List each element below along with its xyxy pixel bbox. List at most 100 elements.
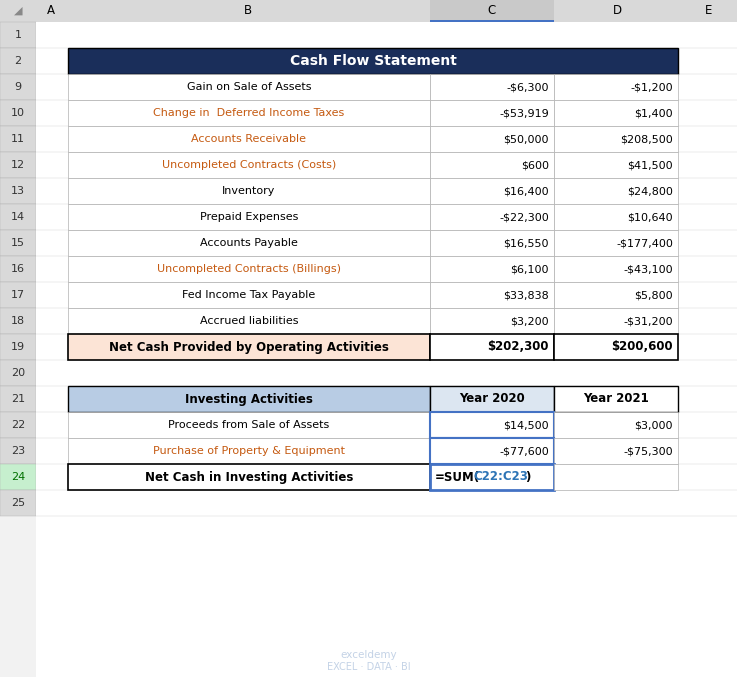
Bar — [0, 464, 36, 490]
Bar — [68, 334, 430, 360]
Bar — [0, 438, 36, 464]
Bar — [68, 464, 430, 490]
Bar — [430, 74, 554, 100]
Bar — [554, 204, 678, 230]
Text: Accounts Receivable: Accounts Receivable — [192, 134, 307, 144]
Text: 11: 11 — [11, 134, 25, 144]
Text: $24,800: $24,800 — [627, 186, 673, 196]
Text: -$75,300: -$75,300 — [624, 446, 673, 456]
Bar — [554, 386, 678, 412]
Text: $208,500: $208,500 — [621, 134, 673, 144]
Text: A: A — [47, 5, 55, 18]
Text: -$31,200: -$31,200 — [624, 316, 673, 326]
Text: 19: 19 — [11, 342, 25, 352]
Bar — [554, 438, 678, 464]
Text: 18: 18 — [11, 316, 25, 326]
Text: $6,100: $6,100 — [511, 264, 549, 274]
Bar — [554, 282, 678, 308]
Bar — [554, 412, 678, 438]
Text: -$1,200: -$1,200 — [630, 82, 673, 92]
Bar — [430, 230, 554, 256]
Text: =SUM(: =SUM( — [435, 471, 480, 483]
Text: 20: 20 — [11, 368, 25, 378]
Bar — [0, 100, 36, 126]
Text: $33,838: $33,838 — [503, 290, 549, 300]
Bar — [0, 334, 36, 360]
Text: Year 2021: Year 2021 — [583, 393, 649, 406]
Bar — [0, 412, 36, 438]
Text: $200,600: $200,600 — [612, 341, 673, 353]
Bar — [430, 256, 554, 282]
Text: Purchase of Property & Equipment: Purchase of Property & Equipment — [153, 446, 345, 456]
Bar — [430, 282, 554, 308]
Bar — [554, 308, 678, 334]
Bar — [0, 0, 737, 22]
Text: 23: 23 — [11, 446, 25, 456]
Bar — [430, 0, 554, 22]
Text: C22:C23: C22:C23 — [473, 471, 528, 483]
Text: 13: 13 — [11, 186, 25, 196]
Text: EXCEL · DATA · BI: EXCEL · DATA · BI — [326, 662, 411, 672]
Bar — [0, 22, 36, 48]
Text: -$77,600: -$77,600 — [499, 446, 549, 456]
Text: exceldemy: exceldemy — [340, 650, 397, 660]
Bar — [0, 230, 36, 256]
Text: $202,300: $202,300 — [487, 341, 549, 353]
Text: 9: 9 — [15, 82, 21, 92]
Text: C: C — [488, 5, 496, 18]
Bar — [68, 282, 430, 308]
Text: Change in  Deferred Income Taxes: Change in Deferred Income Taxes — [153, 108, 345, 118]
Text: Inventory: Inventory — [223, 186, 276, 196]
Text: Uncompleted Contracts (Billings): Uncompleted Contracts (Billings) — [157, 264, 341, 274]
Text: 21: 21 — [11, 394, 25, 404]
Text: 10: 10 — [11, 108, 25, 118]
Text: ◢: ◢ — [14, 6, 22, 16]
Bar — [68, 412, 430, 438]
Bar — [0, 48, 36, 74]
Text: 14: 14 — [11, 212, 25, 222]
Text: -$53,919: -$53,919 — [499, 108, 549, 118]
Bar — [430, 412, 554, 438]
Bar — [430, 100, 554, 126]
Bar — [68, 230, 430, 256]
Bar — [0, 360, 36, 386]
Text: Accounts Payable: Accounts Payable — [200, 238, 298, 248]
Bar — [554, 464, 678, 490]
Bar — [554, 74, 678, 100]
Text: Year 2020: Year 2020 — [459, 393, 525, 406]
Text: -$43,100: -$43,100 — [624, 264, 673, 274]
Bar — [68, 100, 430, 126]
Text: -$177,400: -$177,400 — [616, 238, 673, 248]
Bar — [554, 256, 678, 282]
Text: Fed Income Tax Payable: Fed Income Tax Payable — [182, 290, 315, 300]
Bar — [0, 308, 36, 334]
Bar — [430, 308, 554, 334]
Text: $16,550: $16,550 — [503, 238, 549, 248]
Text: Uncompleted Contracts (Costs): Uncompleted Contracts (Costs) — [162, 160, 336, 170]
Text: $3,000: $3,000 — [635, 420, 673, 430]
Bar — [68, 178, 430, 204]
Bar — [430, 204, 554, 230]
Bar — [430, 152, 554, 178]
Bar — [68, 126, 430, 152]
Text: D: D — [612, 5, 621, 18]
Text: 24: 24 — [11, 472, 25, 482]
Text: Gain on Sale of Assets: Gain on Sale of Assets — [186, 82, 311, 92]
Bar — [68, 48, 678, 74]
Text: $14,500: $14,500 — [503, 420, 549, 430]
Text: $5,800: $5,800 — [635, 290, 673, 300]
Bar — [430, 178, 554, 204]
Text: Proceeds from Sale of Assets: Proceeds from Sale of Assets — [168, 420, 329, 430]
Bar — [0, 74, 36, 100]
Text: 16: 16 — [11, 264, 25, 274]
Text: -$22,300: -$22,300 — [499, 212, 549, 222]
Bar — [68, 308, 430, 334]
Bar — [430, 438, 554, 464]
Bar — [0, 490, 36, 516]
Text: -$6,300: -$6,300 — [506, 82, 549, 92]
Text: Investing Activities: Investing Activities — [185, 393, 313, 406]
Text: $1,400: $1,400 — [635, 108, 673, 118]
Text: ): ) — [525, 471, 531, 483]
Text: 25: 25 — [11, 498, 25, 508]
Bar — [68, 204, 430, 230]
